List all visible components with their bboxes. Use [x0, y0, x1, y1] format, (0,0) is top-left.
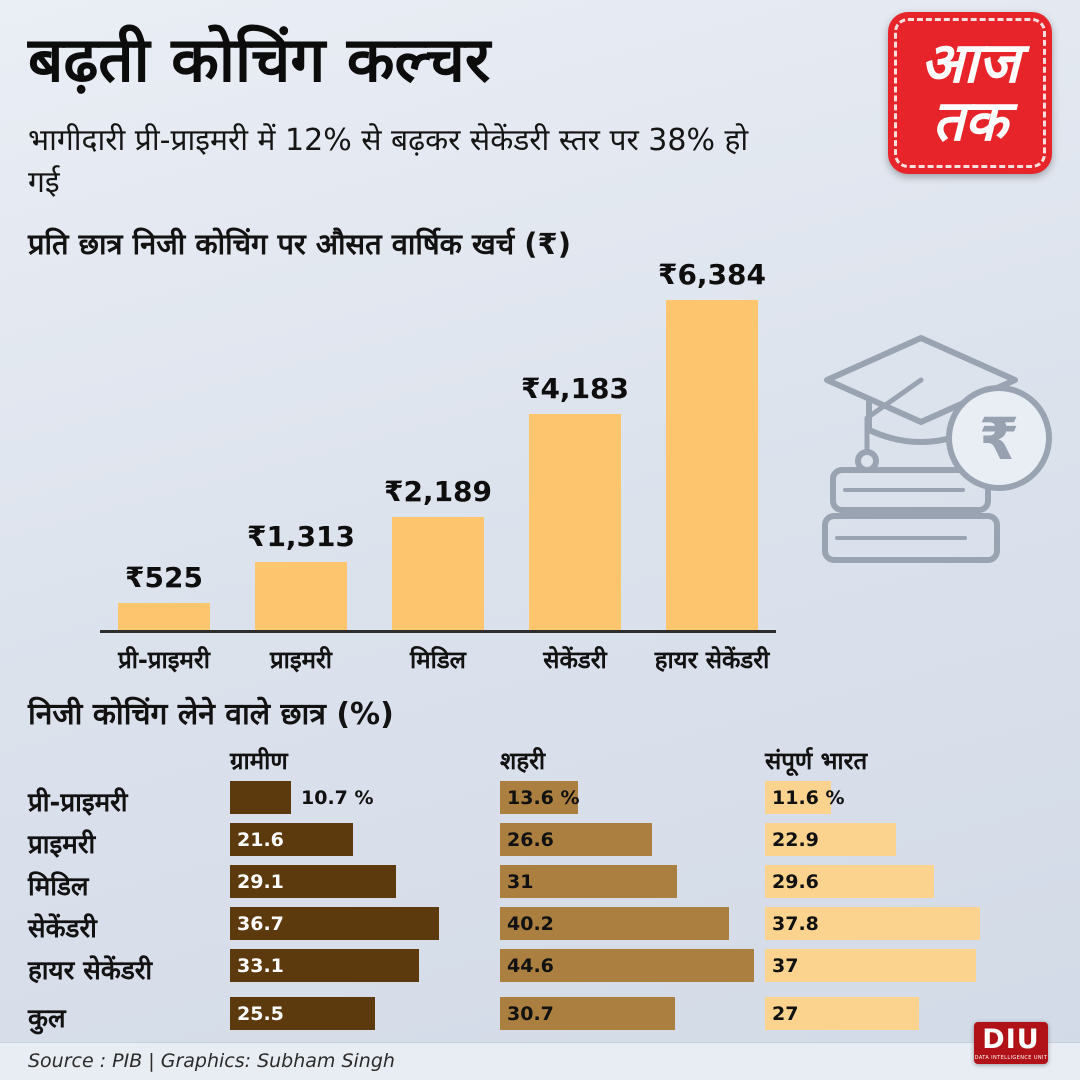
table-row: मिडिल 29.1 31 29.6 — [0, 865, 1080, 902]
percentage-chart-column-headers: ग्रामीण शहरी संपूर्ण भारत — [0, 744, 1080, 776]
bar — [529, 414, 621, 630]
row-label: मिडिल — [28, 872, 89, 902]
bar-value-label: 27 — [772, 1002, 799, 1025]
bar: 37.8 — [765, 907, 980, 940]
percentage-bar-rows: प्री-प्राइमरी 10.7 % 13.6 % 11.6 % प्राइमरी 2… — [0, 781, 1080, 1039]
column-header: शहरी — [500, 747, 546, 775]
row-label: सेकेंडरी — [28, 914, 97, 944]
graduation-cap-books-rupee-illustration: ₹ — [822, 335, 1052, 563]
bar: 40.2 — [500, 907, 729, 940]
bar-value-label: 29.1 — [237, 870, 284, 893]
expense-bar-group: ₹6,384 — [658, 258, 766, 630]
table-row: सेकेंडरी 36.7 40.2 37.8 — [0, 907, 1080, 944]
bar: 37 — [765, 949, 976, 982]
category-label: प्राइमरी — [269, 646, 333, 674]
row-label: प्राइमरी — [28, 830, 96, 860]
bar-value-label: 40.2 — [507, 912, 554, 935]
bar-value-label: ₹4,183 — [520, 372, 630, 405]
expense-bar-group: ₹2,189 — [384, 475, 492, 630]
tassel-cord — [864, 377, 924, 455]
bar-value-label: ₹2,189 — [383, 475, 493, 508]
bar — [255, 562, 347, 630]
bar-value-label: 21.6 — [237, 828, 284, 851]
aajtak-logo-line1: आज — [920, 30, 1020, 96]
bar-value-label: ₹525 — [125, 561, 203, 594]
x-axis-line — [100, 630, 776, 633]
aajtak-logo: आज तक — [888, 12, 1052, 174]
row-label: कुल — [28, 1004, 66, 1034]
aajtak-logo-text: आज तक — [920, 30, 1020, 154]
bar-value-label: 25.5 — [237, 1002, 284, 1025]
category-label: सेकेंडरी — [543, 646, 607, 674]
bar: 31 — [500, 865, 677, 898]
category-label: मिडिल — [410, 646, 466, 674]
expense-bar-group: ₹525 — [118, 561, 210, 630]
bar: 44.6 — [500, 949, 754, 982]
bar-value-label: 13.6 % — [507, 786, 580, 809]
expense-bar-group: ₹1,313 — [247, 520, 355, 630]
bar-value-label: 29.6 — [772, 870, 819, 893]
bar-value-label: ₹6,384 — [657, 258, 767, 291]
bar: 33.1 — [230, 949, 419, 982]
table-row: कुल 25.5 30.7 27 — [0, 997, 1080, 1034]
bar — [118, 603, 210, 630]
row-label: हायर सेकेंडरी — [28, 956, 153, 986]
bar: 29.6 — [765, 865, 934, 898]
bar-value-label: 11.6 % — [772, 786, 845, 809]
bar — [666, 300, 758, 630]
table-row: हायर सेकेंडरी 33.1 44.6 37 — [0, 949, 1080, 986]
book-icon — [830, 467, 991, 513]
bar-value-label: 37 — [772, 954, 799, 977]
bar: 29.1 — [230, 865, 396, 898]
category-label: प्री-प्राइमरी — [118, 646, 210, 674]
rupee-coin-icon — [946, 385, 1052, 491]
bar: 22.9 — [765, 823, 896, 856]
table-row: प्राइमरी 21.6 26.6 22.9 — [0, 823, 1080, 860]
bar: 25.5 — [230, 997, 375, 1030]
bar: 30.7 — [500, 997, 675, 1030]
expense-bar-group: ₹4,183 — [521, 372, 629, 630]
expense-chart-title: प्रति छात्र निजी कोचिंग पर औसत वार्षिक ख… — [28, 227, 571, 261]
bar-value-label: 33.1 — [237, 954, 284, 977]
bar: 13.6 % — [500, 781, 580, 814]
bar: 27 — [765, 997, 919, 1030]
bar-value-label: ₹1,313 — [246, 520, 356, 553]
bar: 26.6 — [500, 823, 652, 856]
diu-logo-text: DIU — [982, 1024, 1040, 1055]
expense-chart-category-labels: प्री-प्राइमरी प्राइमरी मिडिल सेकेंडरी हायर स… — [118, 643, 770, 676]
bar-value-label: 22.9 — [772, 828, 819, 851]
expense-bar-chart: ₹525 ₹1,313 ₹2,189 ₹4,183 ₹6,384 — [118, 256, 766, 630]
bar: 11.6 % — [765, 781, 845, 814]
bar-value-label: 36.7 — [237, 912, 284, 935]
aajtak-logo-line2: तक — [932, 89, 1008, 154]
bar-value-label: 26.6 — [507, 828, 554, 851]
footer-band — [0, 1042, 1080, 1080]
bar-value-label: 10.7 % — [301, 786, 374, 809]
bar-value-label: 44.6 — [507, 954, 554, 977]
bar-value-label: 31 — [507, 870, 534, 893]
diu-logo-subtext: DATA INTELLIGENCE UNIT — [974, 1055, 1048, 1061]
bar: 10.7 % — [230, 781, 374, 814]
tassel-end — [855, 449, 879, 473]
subtitle: भागीदारी प्री-प्राइमरी में 12% से बढ़कर … — [28, 123, 749, 200]
column-header: ग्रामीण — [230, 747, 288, 775]
bar: 36.7 — [230, 907, 439, 940]
bar-value-label: 37.8 — [772, 912, 819, 935]
rupee-symbol: ₹ — [979, 405, 1019, 473]
bar: 21.6 — [230, 823, 353, 856]
diu-logo: DIU DATA INTELLIGENCE UNIT — [974, 1022, 1048, 1064]
book-icon — [822, 513, 1000, 563]
page-title: बढ़ती कोचिंग कल्चर — [28, 23, 491, 96]
category-label: हायर सेकेंडरी — [654, 646, 770, 674]
column-header: संपूर्ण भारत — [765, 747, 868, 775]
bar-value-label: 30.7 — [507, 1002, 554, 1025]
row-label: प्री-प्राइमरी — [28, 788, 128, 818]
percentage-chart-title: निजी कोचिंग लेने वाले छात्र (%) — [28, 697, 394, 732]
source-credit: Source : PIB | Graphics: Subham Singh — [28, 1050, 395, 1072]
bar — [392, 517, 484, 630]
table-row: प्री-प्राइमरी 10.7 % 13.6 % 11.6 % — [0, 781, 1080, 818]
